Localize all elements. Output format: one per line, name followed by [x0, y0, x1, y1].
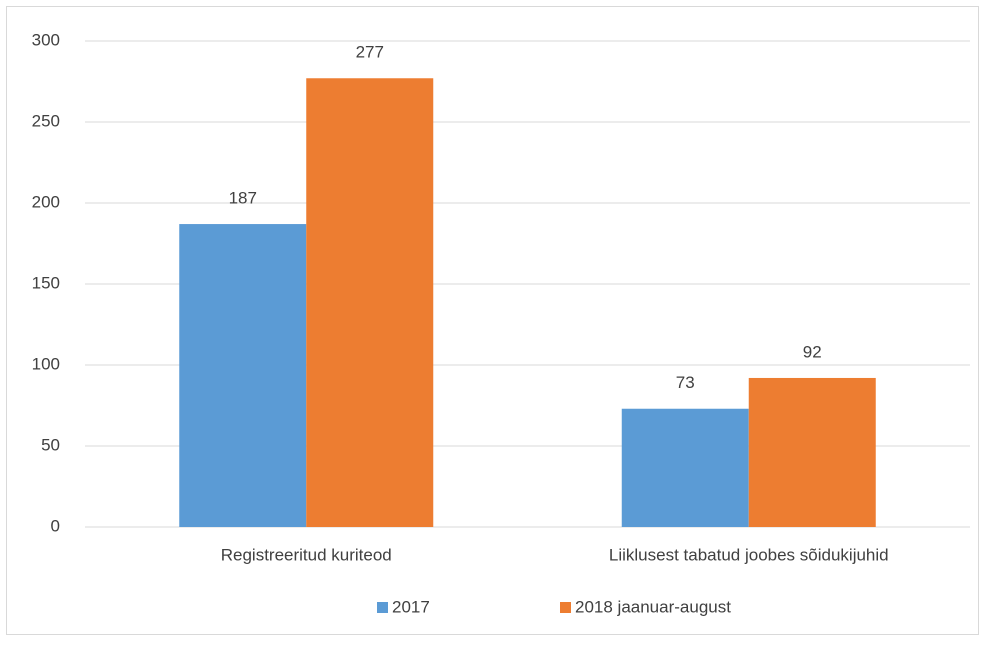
y-tick-label: 300: [32, 30, 60, 49]
y-tick-label: 0: [51, 516, 60, 535]
bar: [179, 224, 307, 527]
x-tick-label: Liiklusest tabatud joobes sõidukijuhid: [609, 545, 889, 564]
legend-swatch: [560, 602, 571, 613]
legend-label: 2017: [392, 597, 430, 616]
legend-label: 2018 jaanuar-august: [575, 597, 731, 616]
y-tick-label: 100: [32, 354, 60, 373]
legend-swatch: [377, 602, 388, 613]
data-label: 277: [356, 43, 384, 62]
bar: [621, 408, 749, 527]
y-tick-label: 250: [32, 111, 60, 130]
y-tick-label: 200: [32, 192, 60, 211]
data-label: 73: [676, 373, 695, 392]
chart-border: [6, 6, 979, 635]
bar: [748, 377, 876, 527]
bar: [306, 78, 434, 527]
y-tick-label: 50: [41, 435, 60, 454]
data-label: 187: [229, 189, 257, 208]
x-tick-label: Registreeritud kuriteod: [221, 545, 392, 564]
y-tick-label: 150: [32, 273, 60, 292]
data-label: 92: [803, 342, 822, 361]
